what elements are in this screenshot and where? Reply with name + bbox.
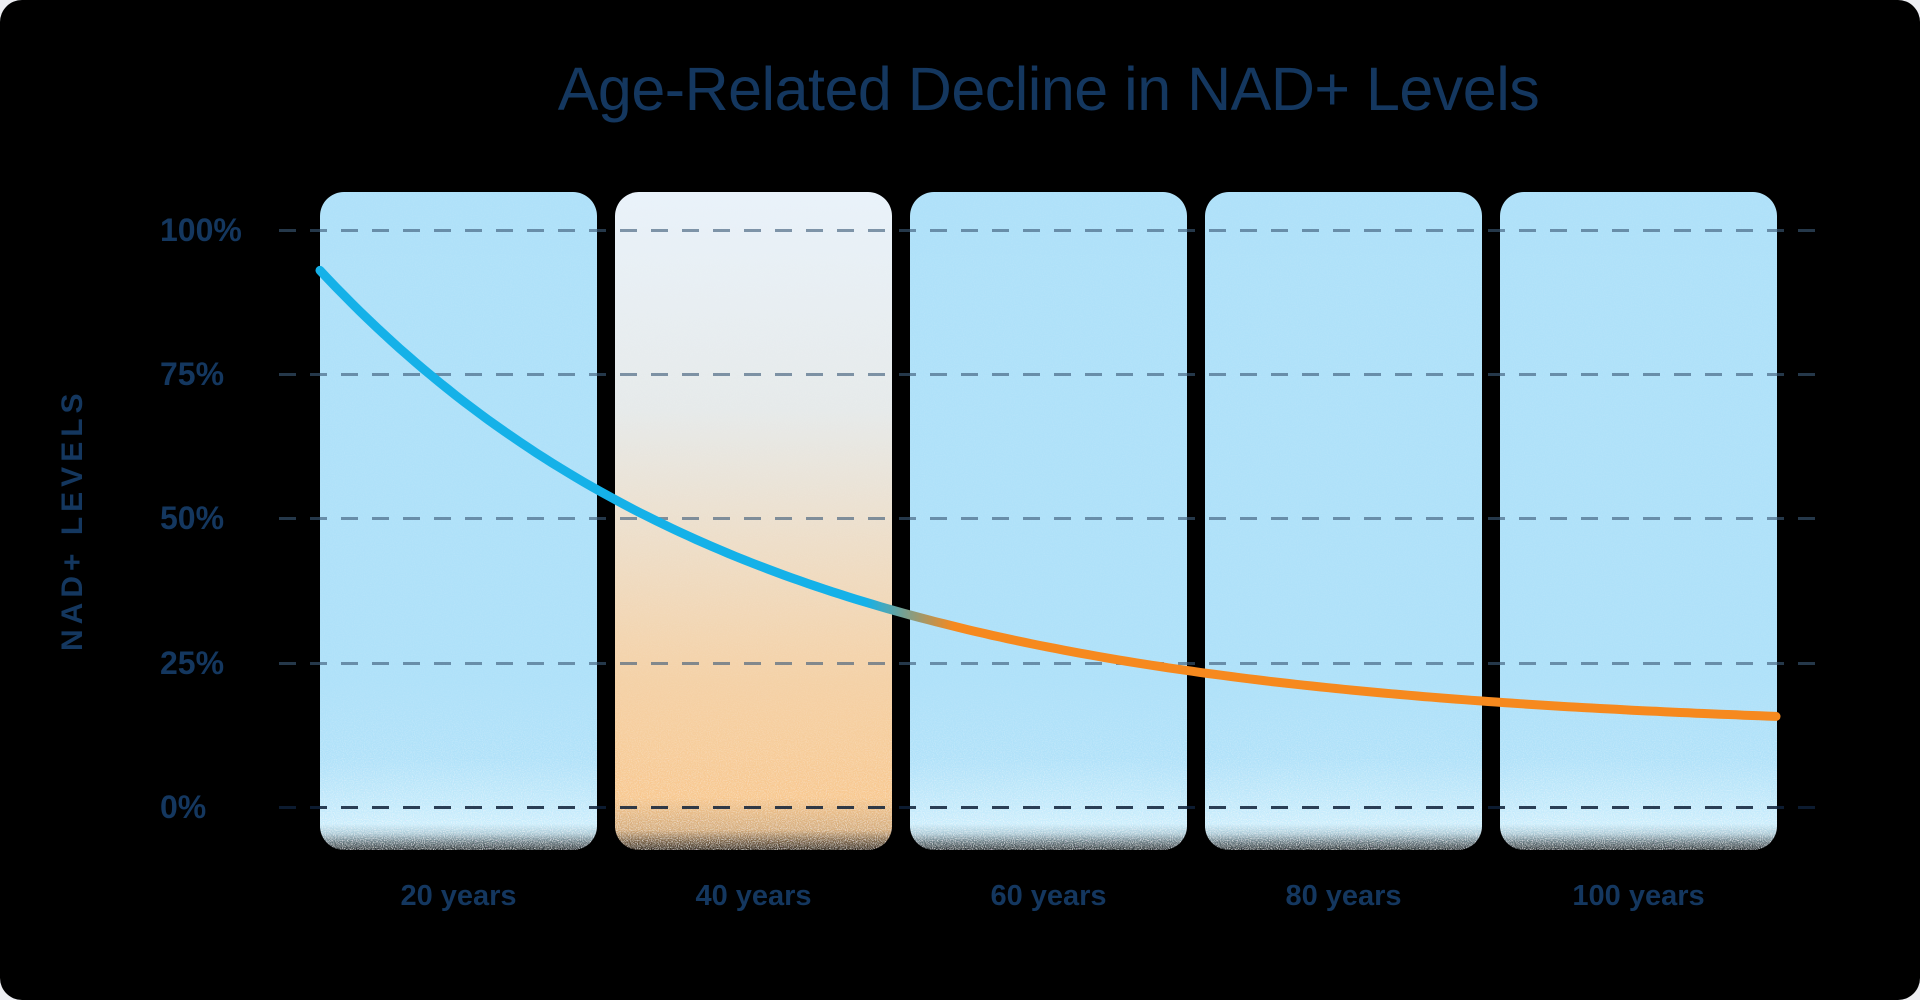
- x-label-80-years: 80 years: [1285, 880, 1402, 912]
- gridline-50%: [279, 517, 1821, 520]
- x-label-60-years: 60 years: [990, 880, 1107, 912]
- y-tick-0%: 0%: [160, 789, 207, 825]
- bar-grain-texture: [615, 192, 892, 850]
- bar-grain-texture: [910, 192, 1187, 850]
- y-tick-50%: 50%: [160, 500, 225, 536]
- y-tick-100%: 100%: [160, 212, 242, 248]
- gridline-75%: [279, 373, 1821, 376]
- bar-60-years: [910, 192, 1187, 850]
- bar-grain-texture: [1500, 192, 1777, 850]
- chart-title: Age-Related Decline in NAD+ Levels: [557, 55, 1540, 123]
- baseline-gridline-0pct: [279, 806, 1821, 809]
- x-label-100-years: 100 years: [1572, 880, 1705, 912]
- x-label-20-years: 20 years: [400, 880, 517, 912]
- y-tick-25%: 25%: [160, 645, 225, 681]
- y-tick-75%: 75%: [160, 356, 225, 392]
- gridline-25%: [279, 662, 1821, 665]
- y-axis-title: NAD+ LEVELS: [56, 388, 89, 652]
- bar-grain-texture: [320, 192, 597, 850]
- bar-40-years: [615, 192, 892, 850]
- x-label-40-years: 40 years: [695, 880, 812, 912]
- bar-100-years: [1500, 192, 1777, 850]
- bar-20-years: [320, 192, 597, 850]
- gridline-100%: [279, 229, 1821, 232]
- bar-grain-texture: [1205, 192, 1482, 850]
- bar-80-years: [1205, 192, 1482, 850]
